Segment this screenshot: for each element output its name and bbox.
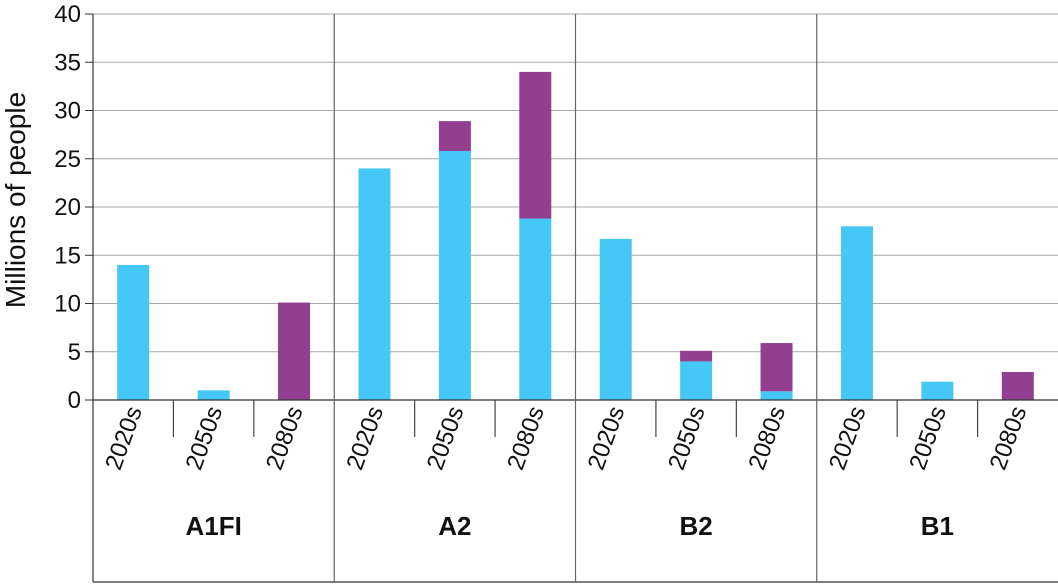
y-tick-label: 0 — [68, 387, 81, 414]
bar-segment — [1001, 372, 1034, 400]
y-tick-label: 10 — [54, 291, 81, 318]
y-tick-label: 30 — [54, 98, 81, 125]
bars — [117, 71, 1034, 400]
bar-segment — [519, 218, 552, 400]
y-tick-label: 20 — [54, 194, 81, 221]
category-label: 2050s — [181, 403, 229, 474]
group-label: A2 — [438, 511, 471, 541]
category-label: 2080s — [985, 403, 1033, 474]
bar-segment — [278, 302, 311, 400]
category-label: 2020s — [341, 403, 389, 474]
axes — [85, 13, 1058, 583]
bar-segment — [921, 381, 954, 400]
category-label: 2050s — [663, 403, 711, 474]
category-label: 2020s — [583, 403, 631, 474]
bar-segment — [680, 361, 713, 400]
bar-segment — [117, 264, 150, 400]
y-tick-label: 35 — [54, 49, 81, 76]
y-axis-title: Millions of people — [0, 92, 31, 308]
bar-segment — [680, 350, 713, 362]
bar-segment — [197, 390, 230, 400]
group-label: B2 — [680, 511, 713, 541]
y-tick-label: 40 — [54, 1, 81, 28]
bar-segment — [438, 121, 471, 152]
category-label: 2080s — [502, 403, 550, 474]
category-label: 2020s — [100, 403, 148, 474]
bar-segment — [840, 226, 873, 400]
y-tick-label: 5 — [68, 339, 81, 366]
bar-segment — [760, 391, 793, 400]
bar-segment — [438, 151, 471, 400]
category-label: 2080s — [743, 403, 791, 474]
category-label: 2020s — [824, 403, 872, 474]
group-label: A1FI — [185, 511, 241, 541]
category-label: 2080s — [261, 403, 309, 474]
bar-segment — [358, 168, 391, 400]
y-tick-label: 25 — [54, 146, 81, 173]
bar-segment — [599, 238, 632, 400]
category-label: 2050s — [904, 403, 952, 474]
y-tick-label: 15 — [54, 242, 81, 269]
group-label: B1 — [921, 511, 954, 541]
bar-segment — [760, 343, 793, 392]
category-label: 2050s — [422, 403, 470, 474]
bar-segment — [519, 71, 552, 219]
